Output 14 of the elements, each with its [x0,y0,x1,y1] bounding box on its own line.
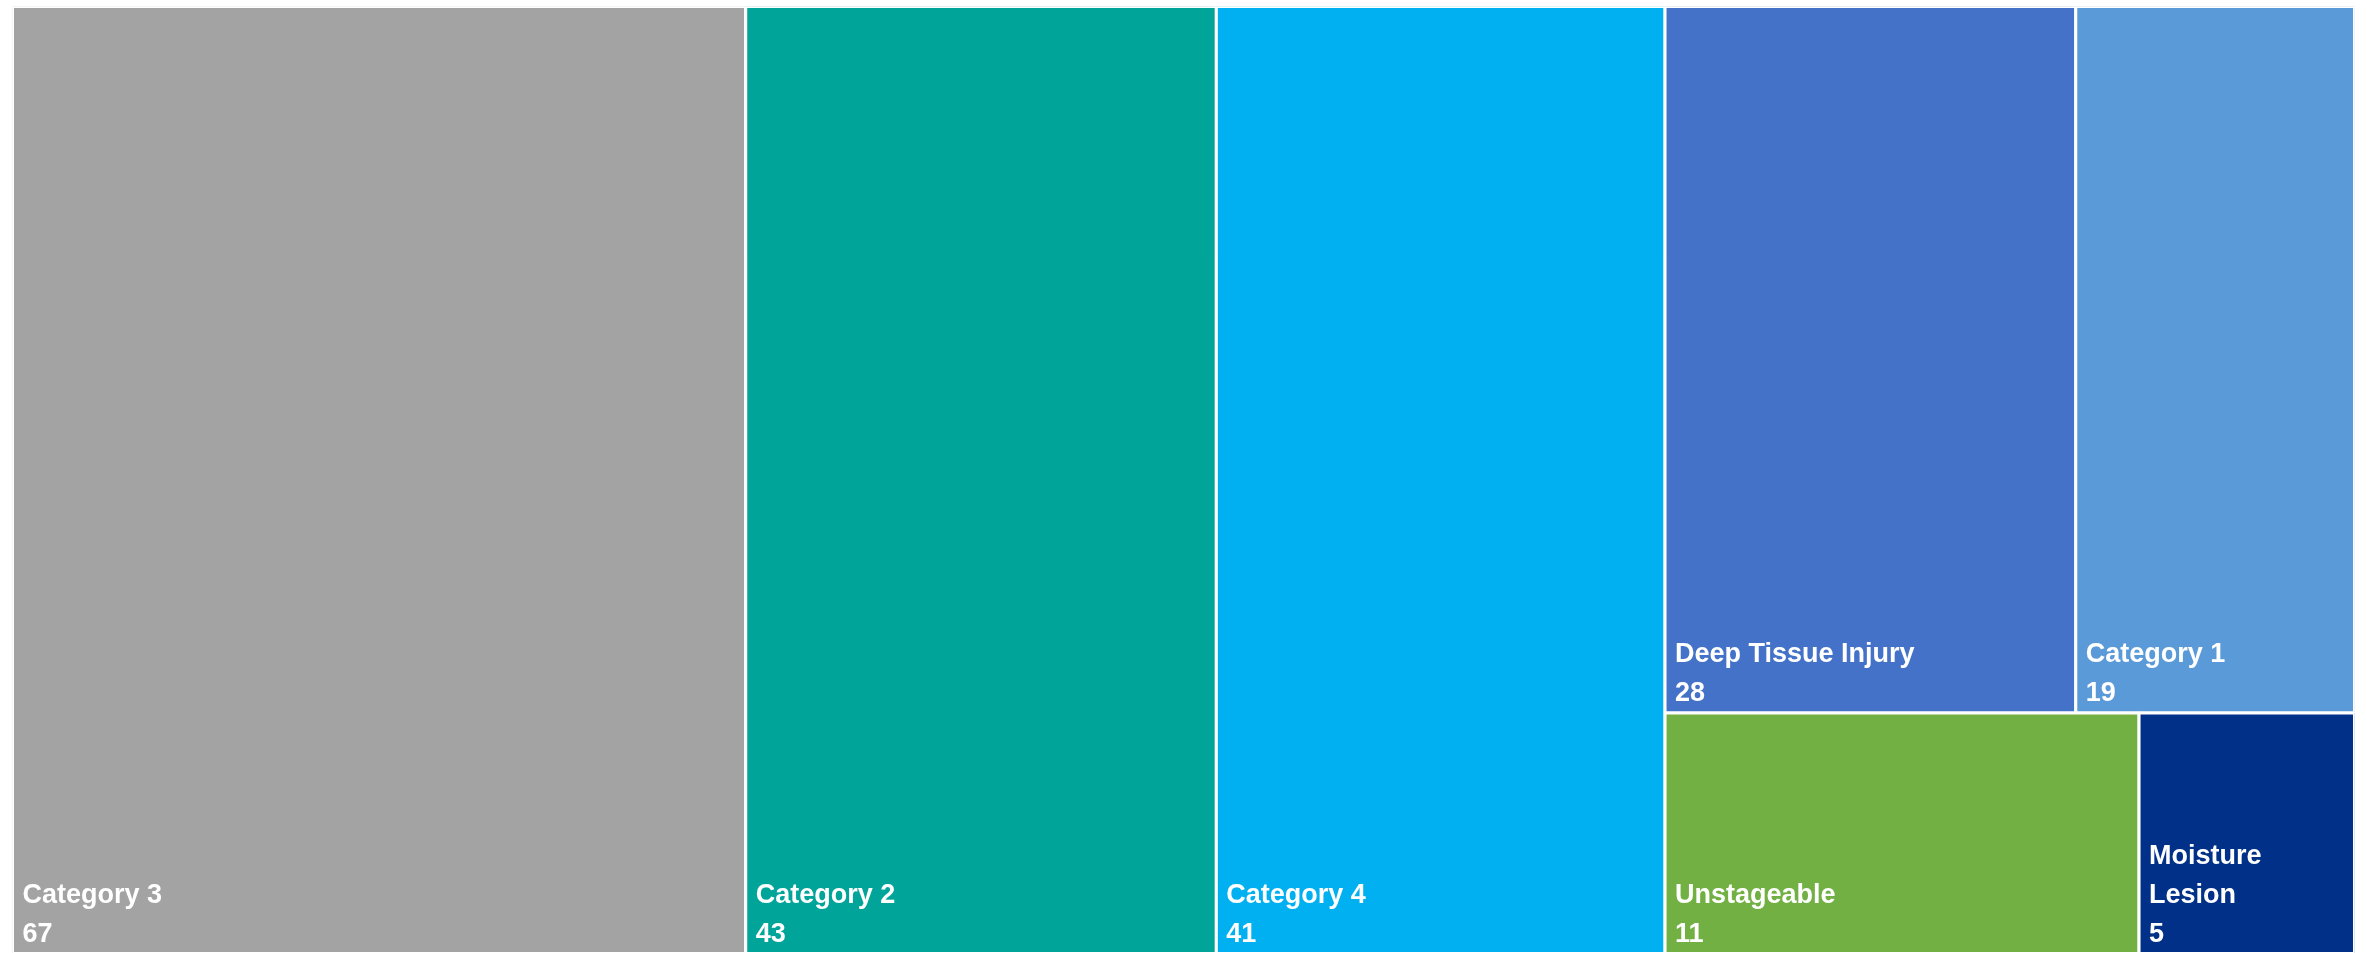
category-label: Category 1 [2085,637,2226,668]
data-label: 67 [22,917,53,948]
data-label: 5 [2149,917,2165,948]
category-label: Deep Tissue Injury [1675,637,1915,668]
data-label: 19 [2085,676,2116,707]
category-label: Category 4 [1226,878,1366,909]
category-label: Category 2 [755,878,896,909]
data-label: 41 [1226,917,1257,948]
data-label: 11 [1675,917,1704,948]
category-label: Category 3 [22,878,163,909]
category-label: Unstageable [1675,878,1836,909]
data-label: 28 [1675,676,1706,707]
category-label: Moisture Lesion [2149,839,2262,909]
data-label: 43 [755,917,786,948]
